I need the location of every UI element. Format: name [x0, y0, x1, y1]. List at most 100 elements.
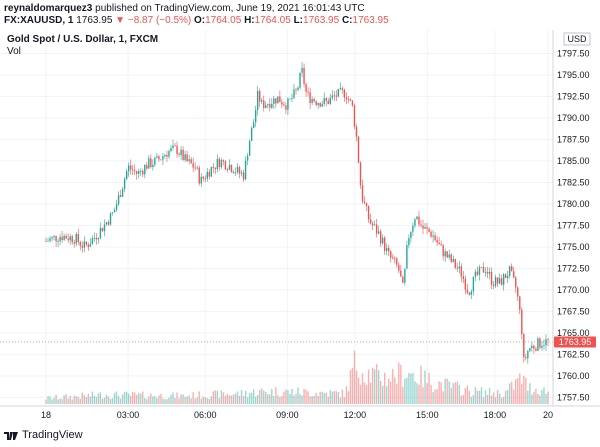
candle-body [93, 237, 96, 239]
price-tick-label: 1775.00 [557, 242, 590, 252]
candle-body [412, 225, 414, 232]
candle-body [248, 141, 251, 156]
candle-body [216, 158, 219, 169]
volume-bar [172, 392, 174, 404]
volume-bar [458, 384, 460, 404]
candle-body [390, 251, 392, 258]
candle-body [127, 165, 130, 172]
candle-body [49, 238, 51, 241]
volume-bar [496, 390, 499, 404]
volume-bar [502, 396, 505, 404]
symbol-name: FX:XAUUSD, 1 [4, 15, 74, 26]
candle-body [313, 98, 315, 102]
candle-body [200, 176, 202, 184]
volume-bar [295, 393, 297, 404]
volume-bar [208, 398, 211, 404]
volume-bar [466, 385, 469, 404]
candle-body [388, 247, 390, 252]
volume-bar [484, 390, 487, 404]
volume-bar [242, 395, 245, 404]
volume-bar [275, 387, 277, 404]
volume-bar [444, 378, 446, 404]
volume-bar [115, 391, 118, 404]
volume-bar [109, 399, 112, 404]
candle-body [117, 195, 120, 205]
tradingview-brand[interactable]: TradingView [22, 429, 83, 441]
candle-body [256, 90, 259, 110]
price-chart[interactable]: 1797.50 1795.00 1792.50 1790.00 1787.50 1785.… [0, 30, 600, 428]
candle-body [59, 236, 61, 242]
volume-bar [131, 391, 134, 404]
time-tick-label: 03:00 [117, 410, 140, 420]
low-label: L: [293, 15, 304, 26]
volume-bar [289, 393, 291, 404]
candle-body [450, 254, 452, 262]
volume-bar [508, 383, 511, 404]
volume-bar [291, 388, 293, 404]
volume-bar [339, 397, 342, 404]
volume-bar [222, 392, 225, 404]
volume-bar [325, 392, 327, 404]
volume-bar [59, 398, 61, 404]
volume-bar [113, 392, 116, 404]
volume-bar [156, 398, 158, 404]
candle-body [218, 158, 221, 168]
candle-body [267, 104, 269, 106]
volume-bar [91, 391, 94, 404]
currency-label: USD [567, 34, 587, 44]
candle-body [547, 339, 549, 341]
candle-body [327, 100, 329, 104]
candle-body [182, 149, 184, 161]
candle-body [194, 167, 196, 169]
time-tick-label: 12:00 [344, 410, 367, 420]
volume-bar [517, 378, 519, 404]
candle-body [291, 98, 293, 99]
volume-bar [396, 383, 398, 404]
volume-bar [73, 395, 75, 404]
candle-body [381, 237, 384, 244]
volume-bar [214, 390, 217, 404]
volume-bar [244, 390, 247, 404]
candle-body [77, 234, 79, 243]
volume-bar [136, 394, 138, 404]
candle-body [416, 216, 418, 220]
volume-bar [196, 397, 198, 404]
candle-body [333, 95, 335, 97]
chart-grid [0, 30, 553, 406]
candle-body [446, 251, 448, 258]
candle-body [97, 238, 100, 240]
volume-bar [418, 384, 420, 404]
candle-body [329, 97, 331, 104]
low-value: 1763.95 [303, 15, 340, 26]
time-tick-label: 06:00 [194, 410, 217, 420]
volume-bar [388, 378, 390, 404]
candle-body [432, 235, 434, 237]
volume-bar [190, 398, 192, 404]
volume-bar [85, 396, 88, 404]
candle-body [535, 348, 537, 351]
candle-body [365, 203, 368, 206]
volume-bar [204, 397, 206, 404]
candle-body [339, 88, 342, 89]
candle-body [236, 167, 239, 173]
currency-button[interactable] [563, 32, 591, 46]
volume-bar [69, 395, 71, 404]
volume-bar [365, 385, 368, 404]
volume-bar [521, 383, 523, 404]
publisher-name[interactable]: reynaldomarquez3 [4, 3, 93, 14]
candle-body [440, 244, 442, 246]
candle-body [166, 155, 168, 157]
candle-body [289, 98, 291, 100]
volume-bar [519, 373, 521, 404]
volume-bar [454, 382, 456, 404]
volume-bar [410, 373, 412, 404]
volume-bar [230, 395, 233, 404]
candle-body [246, 155, 249, 161]
candle-body [484, 272, 487, 273]
volume-bar [180, 394, 182, 404]
candle-body [428, 228, 430, 232]
publish-line: reynaldomarquez3 published on TradingVie… [4, 2, 365, 15]
candle-body [192, 163, 194, 168]
volume-bar [313, 396, 315, 404]
last-price-tag [554, 336, 596, 348]
